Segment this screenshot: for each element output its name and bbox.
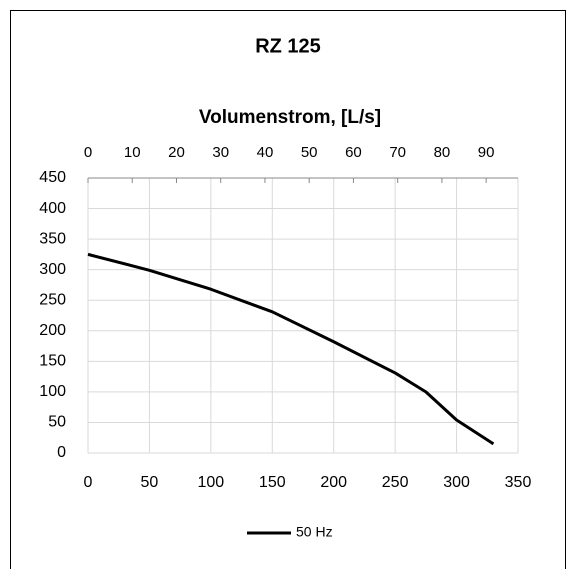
- x-tick-label: 300: [443, 474, 470, 491]
- x2-tick-label: 0: [84, 144, 92, 161]
- y-tick-label: 300: [39, 261, 66, 278]
- x-tick-label: 100: [198, 474, 225, 491]
- chart-border: [10, 10, 566, 569]
- x2-tick-label: 70: [389, 144, 406, 161]
- y-tick-label: 450: [39, 169, 66, 186]
- y-tick-label: 250: [39, 291, 66, 308]
- x2-axis-title: Volumenstrom, [L/s]: [199, 107, 381, 128]
- y-tick-label: 200: [39, 322, 66, 339]
- x-tick-label: 350: [505, 474, 532, 491]
- chart-title: RZ 125: [255, 35, 321, 57]
- x2-tick-label: 10: [124, 144, 141, 161]
- x2-tick-label: 20: [168, 144, 185, 161]
- y-tick-label: 350: [39, 230, 66, 247]
- x-tick-label: 0: [84, 474, 93, 491]
- x2-tick-label: 50: [301, 144, 318, 161]
- x-tick-label: 150: [259, 474, 286, 491]
- x2-tick-label: 40: [257, 144, 274, 161]
- x-tick-label: 50: [141, 474, 159, 491]
- x2-tick-label: 30: [212, 144, 229, 161]
- y-tick-label: 50: [48, 414, 66, 431]
- y-tick-label: 400: [39, 200, 66, 217]
- y-tick-label: 100: [39, 383, 66, 400]
- line-series: [87, 252, 495, 446]
- legend-label: 50 Hz: [296, 524, 333, 540]
- x2-tick-label: 60: [345, 144, 362, 161]
- y-tick-label: 150: [39, 353, 66, 370]
- y-tick-label: 0: [57, 444, 66, 461]
- x-tick-label: 200: [320, 474, 347, 491]
- x2-tick-label: 80: [434, 144, 451, 161]
- x-tick-label: 250: [382, 474, 409, 491]
- x2-tick-label: 90: [478, 144, 495, 161]
